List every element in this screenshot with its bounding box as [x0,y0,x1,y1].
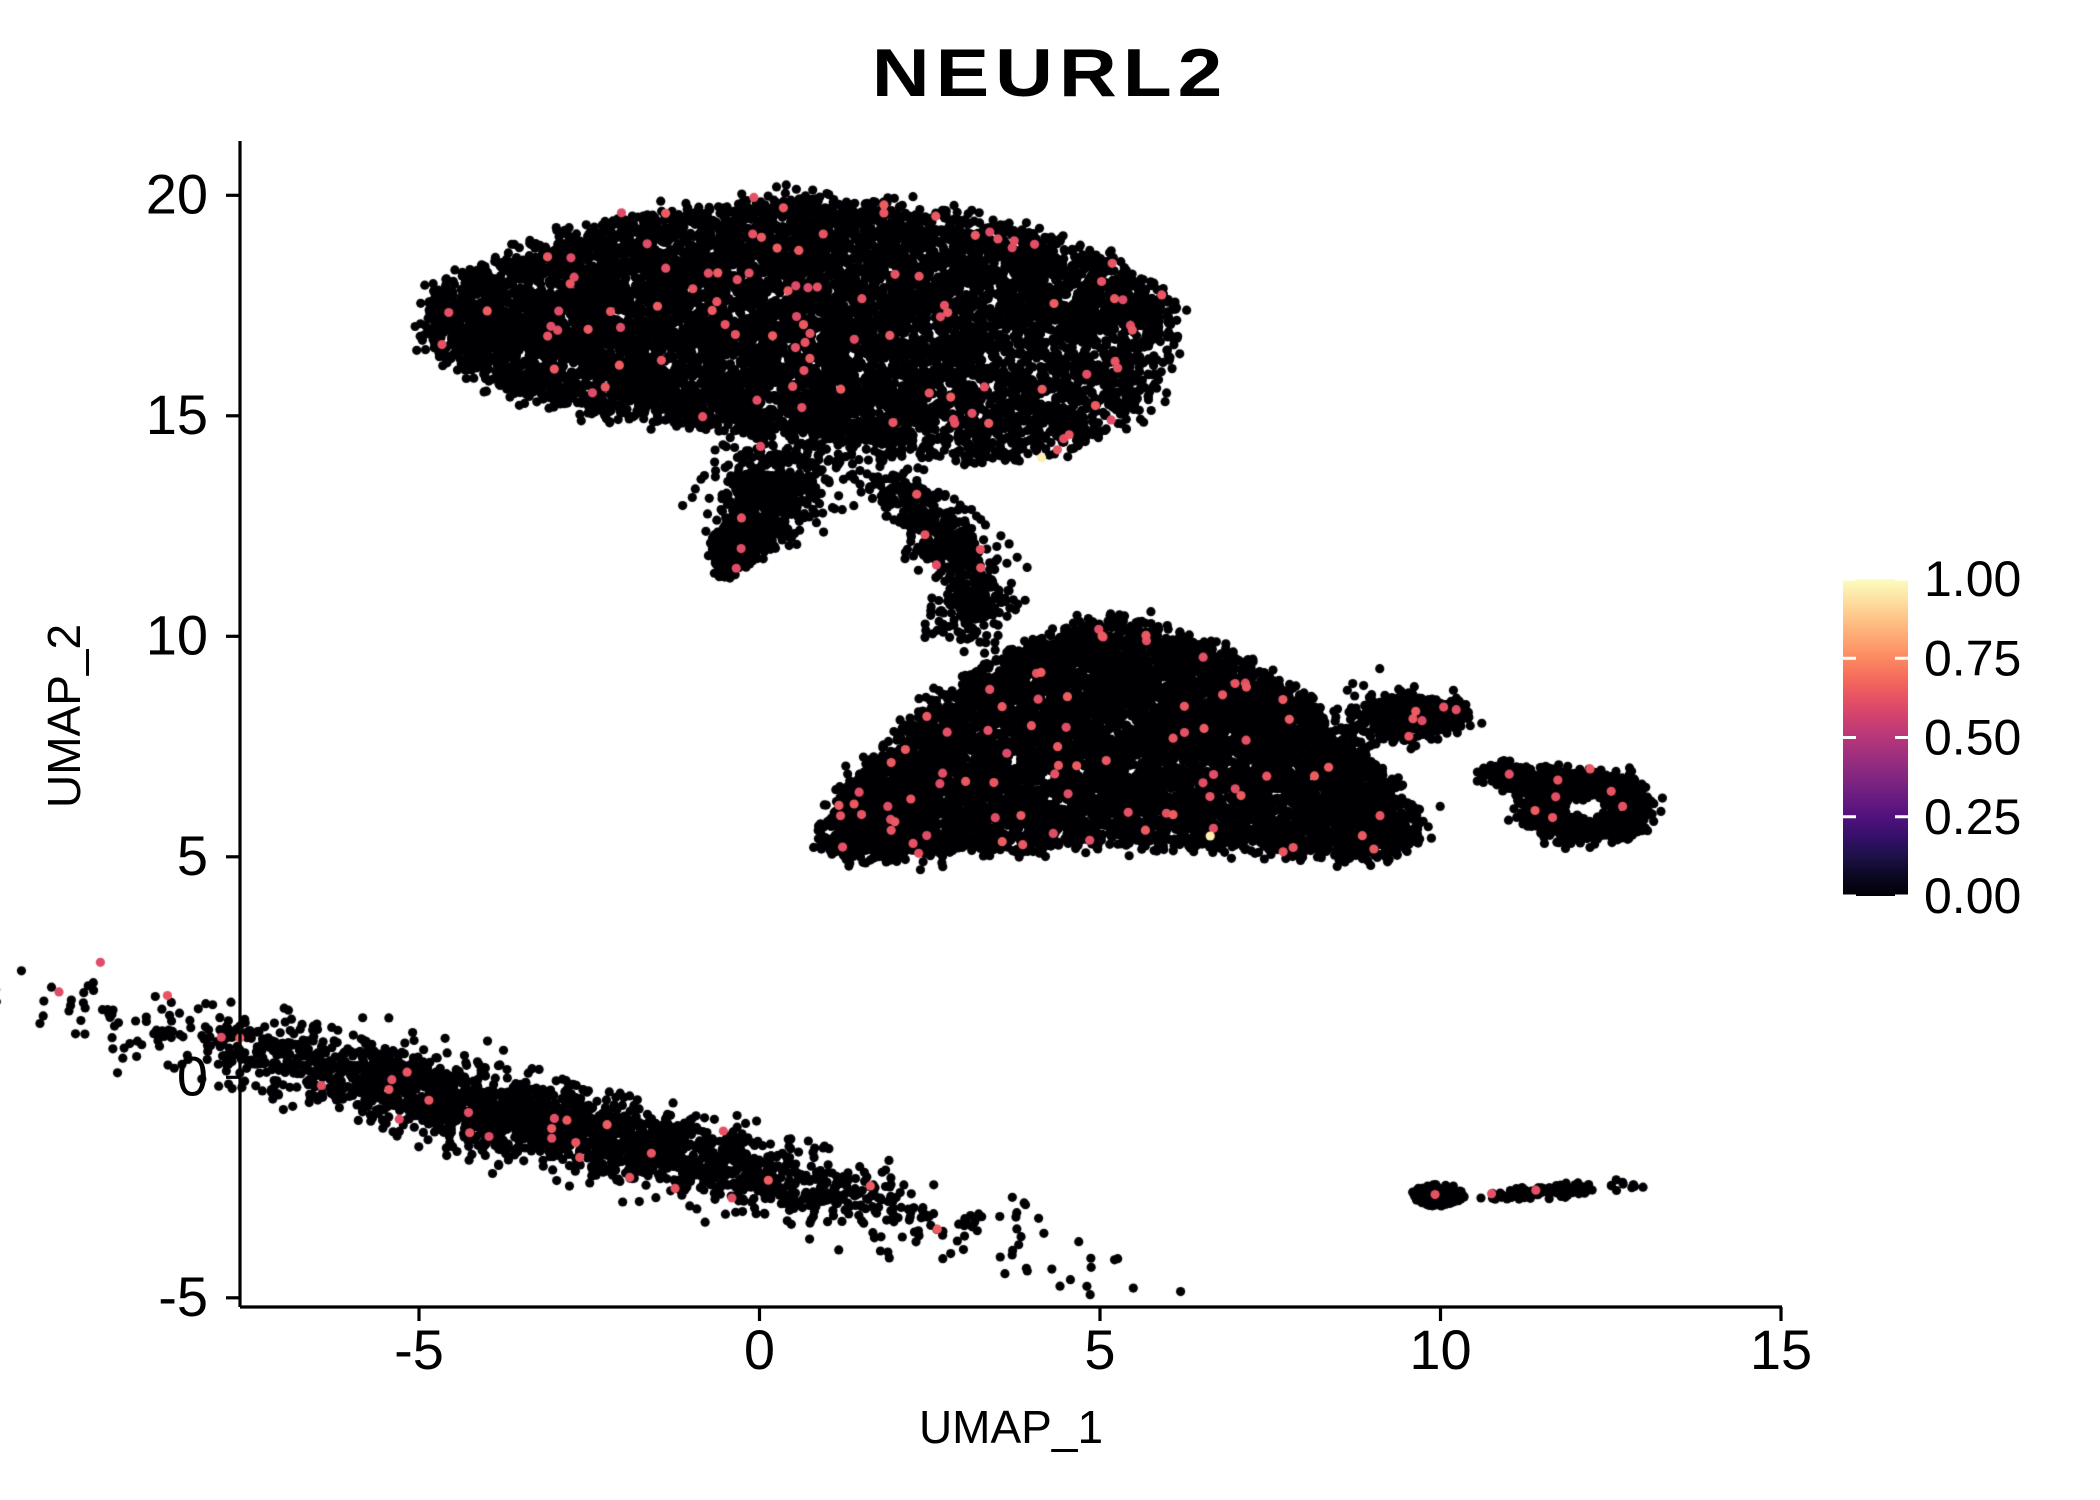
svg-text:0: 0 [744,1318,775,1381]
svg-text:0: 0 [177,1044,208,1107]
svg-text:15: 15 [1750,1318,1812,1381]
svg-text:0.50: 0.50 [1924,710,2021,766]
svg-text:5: 5 [177,824,208,887]
svg-text:-5: -5 [394,1318,444,1381]
svg-text:15: 15 [146,383,208,446]
svg-text:5: 5 [1084,1318,1115,1381]
svg-text:10: 10 [146,603,208,666]
svg-text:0.25: 0.25 [1924,789,2021,845]
svg-text:1.00: 1.00 [1924,551,2021,607]
svg-text:20: 20 [146,162,208,225]
svg-text:UMAP_1: UMAP_1 [919,1401,1103,1453]
svg-text:0.00: 0.00 [1924,868,2021,924]
svg-text:-5: -5 [158,1265,208,1328]
svg-text:10: 10 [1409,1318,1471,1381]
svg-text:0.75: 0.75 [1924,630,2021,686]
svg-text:UMAP_2: UMAP_2 [38,624,90,808]
